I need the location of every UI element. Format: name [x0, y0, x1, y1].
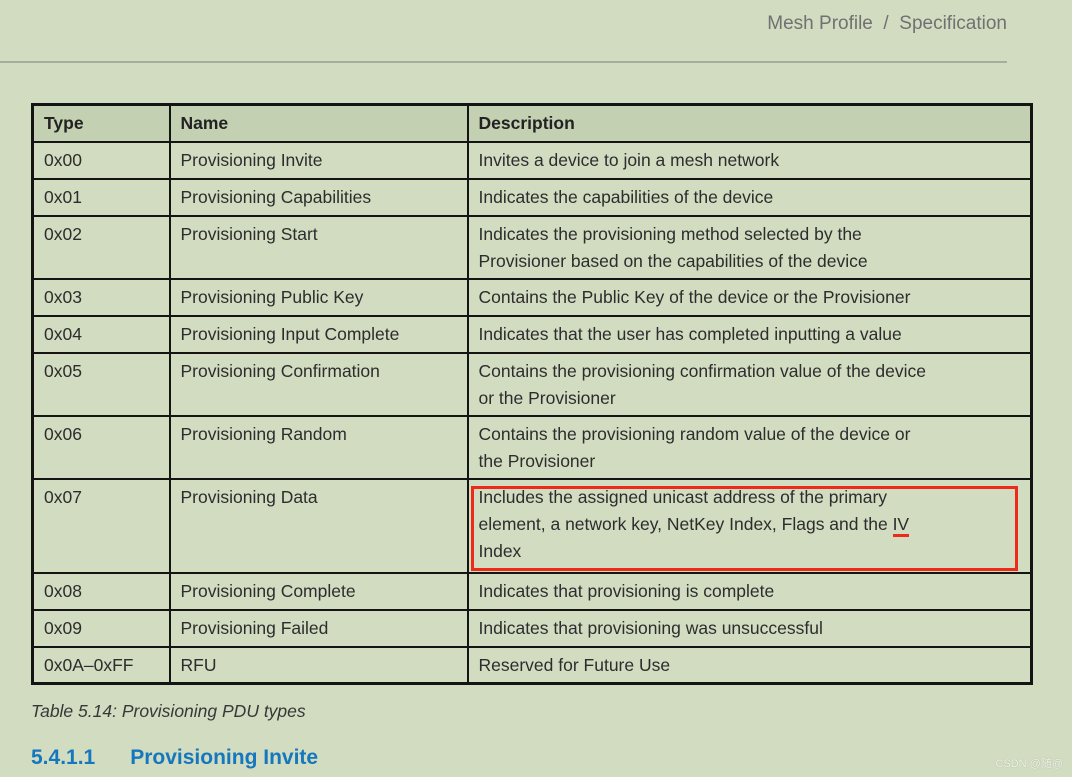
cell-description: Indicates that provisioning was unsucces…	[466, 608, 1033, 648]
provisioning-pdu-table: Type Name Description 0x00 Provisioning …	[31, 103, 1033, 685]
cell-description: Indicates that provisioning is complete	[466, 571, 1033, 611]
cell-description: Indicates the capabilities of the device	[466, 177, 1033, 217]
cell-type: 0x05	[31, 351, 171, 417]
cell-description: Indicates that the user has completed in…	[466, 314, 1033, 354]
table-row: 0x05 Provisioning Confirmation Contains …	[31, 351, 1033, 417]
cell-name: Provisioning Complete	[168, 571, 469, 611]
cell-name: Provisioning Failed	[168, 608, 469, 648]
cell-type: 0x0A–0xFF	[31, 645, 171, 685]
cell-type: 0x07	[31, 477, 171, 574]
table-row: 0x00 Provisioning Invite Invites a devic…	[31, 140, 1033, 180]
cell-name: Provisioning Invite	[168, 140, 469, 180]
cell-type: 0x04	[31, 314, 171, 354]
column-header-description: Description	[466, 103, 1033, 143]
column-header-name: Name	[168, 103, 469, 143]
cell-name: Provisioning Confirmation	[168, 351, 469, 417]
cell-description: Contains the Public Key of the device or…	[466, 277, 1033, 317]
cell-type: 0x08	[31, 571, 171, 611]
cell-name: Provisioning Random	[168, 414, 469, 480]
table-row: 0x01 Provisioning Capabilities Indicates…	[31, 177, 1033, 217]
running-header: Mesh Profile / Specification	[767, 13, 1007, 34]
header-divider	[0, 61, 1007, 63]
section-heading: 5.4.1.1 Provisioning Invite	[31, 746, 318, 770]
table-row: 0x02 Provisioning Start Indicates the pr…	[31, 214, 1033, 280]
cell-description: Contains the provisioning random value o…	[466, 414, 1033, 480]
cell-name: Provisioning Capabilities	[168, 177, 469, 217]
iv-red-underlined-text: IV	[892, 513, 910, 537]
table-row: 0x06 Provisioning Random Contains the pr…	[31, 414, 1033, 480]
cell-type: 0x02	[31, 214, 171, 280]
cell-name: RFU	[168, 645, 469, 685]
description-text: Includes the assigned unicast address of…	[478, 486, 888, 534]
cell-name: Provisioning Start	[168, 214, 469, 280]
cell-description: Invites a device to join a mesh network	[466, 140, 1033, 180]
cell-type: 0x01	[31, 177, 171, 217]
cell-type: 0x06	[31, 414, 171, 480]
cell-description: Indicates the provisioning method select…	[466, 214, 1033, 280]
table-row: 0x04 Provisioning Input Complete Indicat…	[31, 314, 1033, 354]
table-header-row: Type Name Description	[31, 103, 1033, 143]
section-number: 5.4.1.1	[31, 746, 96, 769]
table-row: 0x09 Provisioning Failed Indicates that …	[31, 608, 1033, 648]
column-header-type: Type	[31, 103, 171, 143]
table-row: 0x0A–0xFF RFU Reserved for Future Use	[31, 645, 1033, 685]
table-row: 0x08 Provisioning Complete Indicates tha…	[31, 571, 1033, 611]
description-text: Index	[478, 540, 522, 561]
cell-type: 0x03	[31, 277, 171, 317]
cell-type: 0x09	[31, 608, 171, 648]
cell-description-highlighted: Includes the assigned unicast address of…	[466, 477, 1033, 574]
cell-type: 0x00	[31, 140, 171, 180]
cell-name: Provisioning Data	[168, 477, 469, 574]
cell-description: Reserved for Future Use	[466, 645, 1033, 685]
cell-description: Contains the provisioning confirmation v…	[466, 351, 1033, 417]
csdn-watermark: CSDN @随@	[995, 758, 1063, 770]
table-row: 0x03 Provisioning Public Key Contains th…	[31, 277, 1033, 317]
cell-name: Provisioning Public Key	[168, 277, 469, 317]
section-title: Provisioning Invite	[130, 746, 319, 769]
cell-name: Provisioning Input Complete	[168, 314, 469, 354]
table-caption: Table 5.14: Provisioning PDU types	[31, 701, 306, 721]
table-row-provisioning-data: 0x07 Provisioning Data Includes the assi…	[31, 477, 1033, 574]
